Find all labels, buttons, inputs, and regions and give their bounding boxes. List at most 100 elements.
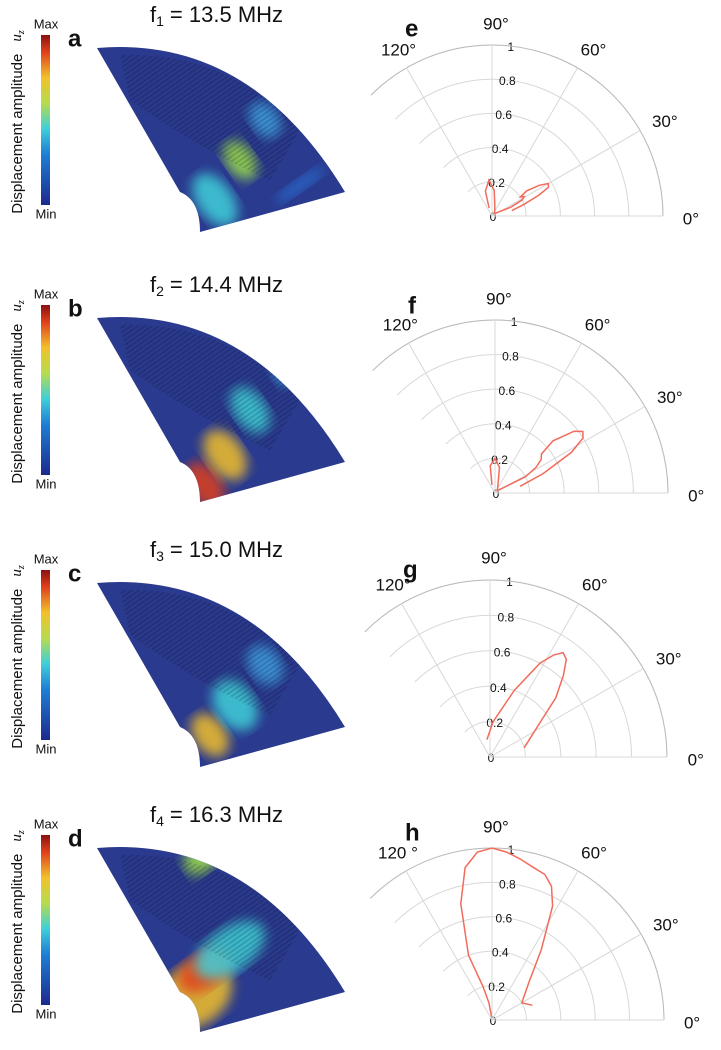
colorbar [41, 35, 50, 205]
pillar-region [120, 324, 300, 450]
grid-spoke [491, 933, 642, 1021]
theta-tick-label: 0° [683, 209, 699, 228]
grid-circle [467, 985, 527, 1021]
text-part: f [150, 2, 157, 27]
panel-title: f2 = 14.4 MHz [150, 272, 283, 299]
r-tick-label: 0 [490, 1014, 497, 1028]
grid-circle [370, 847, 665, 1021]
text-part: 3 [156, 548, 164, 564]
theta-tick-label: 0° [684, 1013, 700, 1032]
theta-tick-label: 120° [383, 316, 418, 335]
grid-circle [439, 685, 562, 758]
text-part: u [9, 834, 25, 842]
text-part: 2 [156, 283, 164, 299]
colorbar-min: Min [36, 206, 57, 221]
outer-arc [370, 44, 664, 217]
grid-circle [389, 614, 633, 758]
theta-tick-label: 30° [657, 388, 683, 407]
text-part: Displacement amplitude [9, 54, 26, 214]
r-tick-label: 0.2 [486, 716, 503, 730]
grid-circle [394, 78, 630, 217]
text-part: f [150, 802, 157, 827]
grid-circle [445, 423, 565, 494]
heatmap-panel: b f2 = 14.4 MHz Max Min Displacement amplitud… [9, 272, 345, 502]
pattern-curve [484, 178, 550, 215]
panel-label: a [68, 25, 82, 52]
field [120, 324, 307, 502]
text-part: z [16, 830, 27, 835]
theta-tick-label: 0° [688, 486, 704, 505]
text-part: 1 [156, 13, 164, 29]
colorbar-label: Displacement amplitude uz [9, 565, 27, 749]
colorbar-label: Displacement amplitude uz [9, 830, 27, 1014]
colorbar [41, 570, 50, 740]
text-part: = 16.3 MHz [170, 802, 283, 827]
theta-tick-label: 90° [483, 817, 509, 836]
theta-tick-label: 60° [582, 576, 608, 595]
r-tick-label: 0.2 [491, 453, 508, 467]
r-tick-label: 1 [511, 315, 518, 329]
grid-circle [372, 319, 669, 494]
panel-label: g [403, 556, 418, 583]
theta-tick-label: 30° [653, 915, 679, 934]
grid-circle [418, 916, 596, 1021]
grid-circle [443, 147, 561, 217]
text-part: f [150, 537, 157, 562]
colorbar-max: Max [34, 16, 59, 31]
heatmap-panel: d f4 = 16.3 MHz Max Min Displacement amplitud… [9, 802, 345, 1032]
r-tick-label: 0.6 [495, 912, 512, 926]
grid-spoke [491, 870, 579, 1021]
theta-tick-label: 90° [481, 549, 507, 568]
panel-label: b [68, 295, 83, 322]
r-tick-label: 1 [506, 575, 513, 589]
text-part: 4 [156, 813, 164, 829]
text-part: = 15.0 MHz [170, 537, 283, 562]
heatmap-panel: c f3 = 15.0 MHz Max Min Displacement amplitud… [9, 537, 345, 767]
r-tick-label: 0 [490, 210, 497, 224]
r-tick-label: 0.4 [492, 946, 509, 960]
theta-tick-label: 120° [376, 576, 411, 595]
outer-arc [364, 579, 668, 758]
panel-title: f4 = 16.3 MHz [150, 802, 283, 829]
r-tick-label: 0 [488, 751, 495, 765]
text-part: u [9, 34, 25, 42]
r-tick-label: 0.8 [499, 74, 516, 88]
r-tick-label: 0.4 [495, 418, 512, 432]
colorbar-max: Max [34, 286, 59, 301]
theta-tick-label: 30° [656, 650, 682, 669]
theta-tick-label: 0° [688, 750, 704, 769]
text-part: Displacement amplitude [9, 324, 26, 484]
grid-spoke [408, 342, 496, 494]
grid-circle [421, 388, 600, 494]
text-part: = 13.5 MHz [170, 2, 283, 27]
grid-spoke [494, 342, 582, 494]
colorbar-min: Min [36, 741, 57, 756]
grid-spoke [489, 668, 644, 758]
field [120, 54, 325, 227]
grid-spoke [491, 130, 641, 217]
text-part: = 14.4 MHz [170, 272, 283, 297]
colorbar-max: Max [34, 551, 59, 566]
outer-arc [370, 847, 665, 1021]
text-part: f [150, 272, 157, 297]
theta-tick-label: 90° [486, 289, 512, 308]
field-blob [192, 173, 238, 227]
text-part: z [16, 30, 27, 35]
panel-label: e [405, 15, 418, 42]
text-part: Displacement amplitude [9, 589, 26, 749]
colorbar [41, 835, 50, 1005]
grid-circle [364, 579, 668, 758]
grid-spoke [406, 67, 493, 217]
field-blob [203, 429, 247, 481]
theta-tick-label: 60° [581, 844, 607, 863]
colorbar-label: Displacement amplitude uz [9, 30, 27, 214]
pillar-region [120, 854, 300, 980]
panel-title: f1 = 13.5 MHz [150, 2, 283, 29]
pillar-region [120, 54, 300, 181]
grid-spoke [489, 603, 579, 758]
panel-label: c [68, 560, 81, 587]
field-blob [275, 167, 325, 203]
grid-spoke [405, 870, 493, 1021]
panel-label: f [408, 292, 417, 319]
text-part: Displacement amplitude [9, 854, 26, 1014]
